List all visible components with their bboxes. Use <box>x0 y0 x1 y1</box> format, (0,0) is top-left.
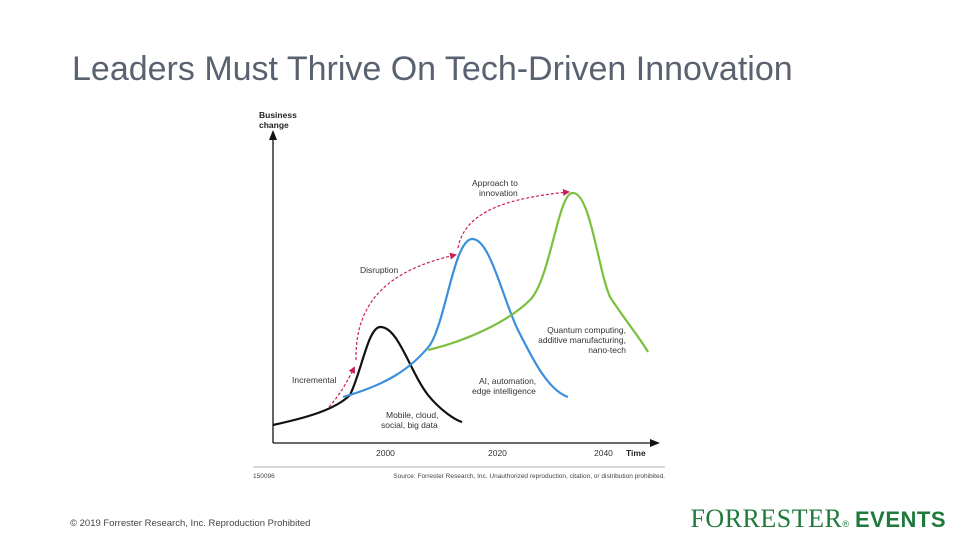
label-incremental: Incremental <box>292 375 337 385</box>
black-curve <box>272 325 463 427</box>
y-axis-arrowhead <box>269 130 277 140</box>
logo-events: EVENTS <box>854 507 946 532</box>
label-black-curve-line1: Mobile, cloud, <box>386 410 438 420</box>
incremental-arrow <box>328 366 355 408</box>
label-green-curve-line3: nano-tech <box>588 345 626 355</box>
tick-label-2040: 2040 <box>594 448 613 458</box>
label-green-curve-line2: additive manufacturing, <box>538 335 626 345</box>
label-disruption: Disruption <box>360 265 399 275</box>
x-axis-label: Time <box>626 448 646 458</box>
copyright-notice: © 2019 Forrester Research, Inc. Reproduc… <box>70 518 311 529</box>
slide-title: Leaders Must Thrive On Tech-Driven Innov… <box>72 50 793 88</box>
y-axis-label-line2: change <box>259 120 289 130</box>
label-green-curve-line1: Quantum computing, <box>547 325 626 335</box>
label-approach-line1: Approach to <box>472 178 518 188</box>
y-axis-label-line1: Business <box>259 110 297 120</box>
x-axis-arrowhead <box>650 439 660 447</box>
label-black-curve-line2: social, big data <box>381 420 438 430</box>
source-note: Source: Forrester Research, Inc. Unautho… <box>393 473 665 480</box>
forrester-events-logo: FORRESTER ® EVENTS <box>690 504 946 534</box>
approach-arrow <box>457 189 570 249</box>
blue-curve <box>342 237 569 399</box>
tick-label-2020: 2020 <box>488 448 507 458</box>
tick-label-2000: 2000 <box>376 448 395 458</box>
disruption-arrow <box>355 252 457 361</box>
logo-registered-mark: ® <box>842 519 849 529</box>
figure-id: 150096 <box>253 473 275 480</box>
label-blue-curve-line2: edge intelligence <box>472 386 536 396</box>
label-approach-line2: innovation <box>479 188 518 198</box>
label-blue-curve-line1: AI, automation, <box>479 376 536 386</box>
logo-wordmark: FORRESTER <box>690 504 843 533</box>
green-curve <box>427 191 649 353</box>
